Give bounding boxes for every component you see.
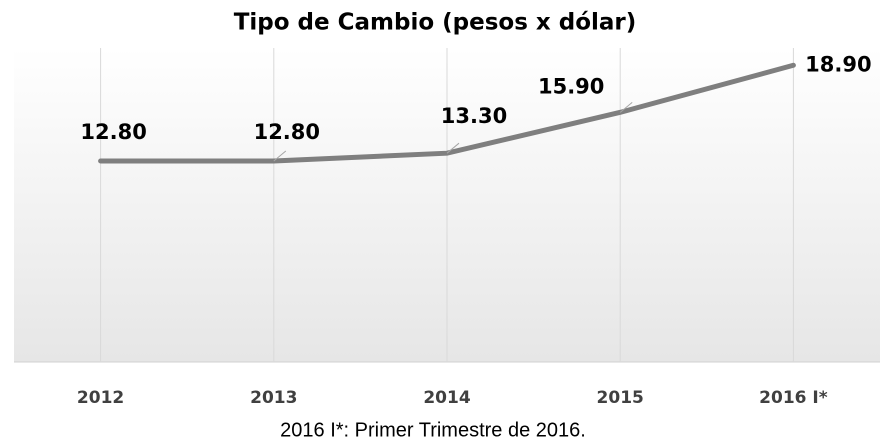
x-tick-label: 2012 (77, 388, 124, 408)
data-label: 12.80 (80, 120, 146, 144)
leader-line (619, 101, 633, 113)
data-label: 15.90 (538, 74, 604, 98)
chart-title: Tipo de Cambio (pesos x dólar) (234, 10, 637, 36)
x-tick-label: 2013 (250, 388, 297, 408)
x-tick-label: 2015 (597, 388, 644, 408)
data-label: 12.80 (254, 120, 320, 144)
leader-line (273, 150, 287, 162)
data-label: 13.30 (441, 104, 507, 128)
x-tick-label: 2016 I* (759, 388, 828, 408)
footnote: 2016 I*: Primer Trimestre de 2016. (280, 419, 586, 441)
leader-line (446, 142, 460, 154)
data-label: 18.90 (805, 52, 871, 76)
x-tick-label: 2014 (423, 388, 470, 408)
